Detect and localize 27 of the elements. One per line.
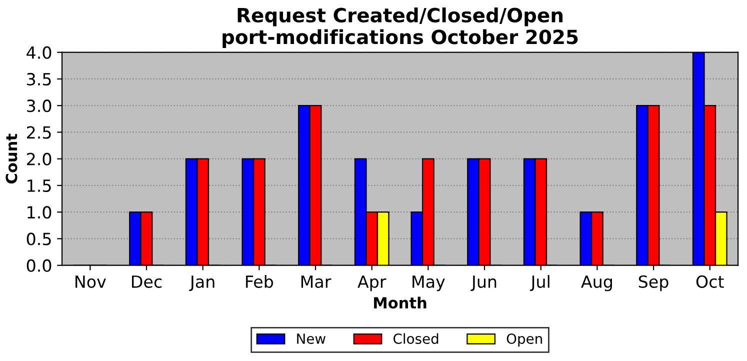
y-tick-label: 2.5 [26, 126, 51, 139]
x-tick-label: Jan [189, 276, 214, 292]
y-tick-label: 1.5 [28, 180, 51, 192]
x-tick-label: Apr [358, 276, 386, 292]
y-tick-label: 1.0 [28, 206, 52, 219]
legend-label: New [297, 334, 326, 344]
x-tick-label: Aug [581, 276, 612, 292]
x-tick-label: Feb [246, 275, 274, 288]
x-tick-label: Mar [301, 276, 332, 288]
y-tick-label: 4.0 [26, 46, 52, 59]
y-tick-label: 0.5 [26, 232, 51, 246]
x-tick-label: May [412, 276, 445, 292]
legend-label: Open [506, 333, 542, 347]
x-tick-label: Nov [76, 276, 106, 288]
x-tick-label: Dec [132, 276, 162, 288]
y-tick-label: 3.5 [27, 72, 51, 86]
x-tick-label: Jul [530, 275, 550, 292]
y-axis-title: Count [6, 134, 18, 184]
legend-label: Closed [394, 333, 438, 344]
x-axis-title: Month [374, 296, 426, 309]
x-tick-label: Oct [696, 275, 724, 288]
y-tick-label: 2.0 [26, 152, 52, 166]
y-tick-label: 3.0 [27, 100, 52, 112]
x-tick-label: Jun [470, 276, 496, 292]
chart-title: Request Created/Closed/Open port-modifications October 2025 [222, 7, 578, 48]
x-tick-label: Sep [638, 275, 668, 292]
y-tick-label: 0.0 [26, 259, 52, 272]
